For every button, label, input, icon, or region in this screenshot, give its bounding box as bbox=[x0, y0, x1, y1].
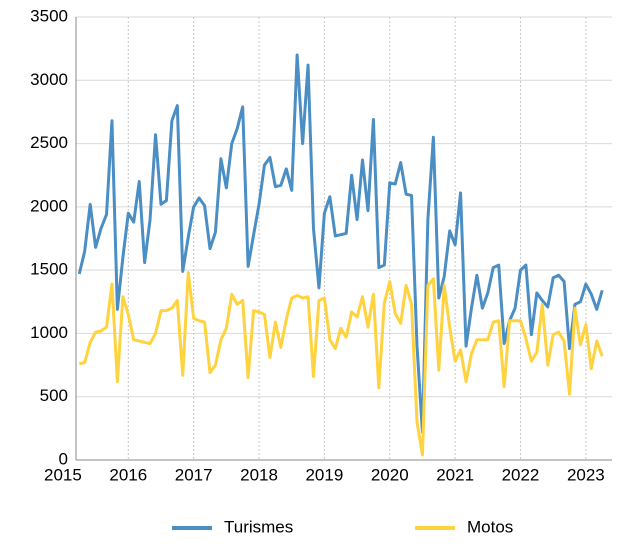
y-tick-label: 0 bbox=[59, 449, 68, 468]
x-tick-label: 2016 bbox=[109, 465, 147, 484]
x-tick-label: 2017 bbox=[175, 465, 213, 484]
series-line bbox=[77, 53, 604, 434]
legend-label: Turismes bbox=[224, 517, 293, 536]
x-tick-label: 2019 bbox=[305, 465, 343, 484]
y-tick-label: 3500 bbox=[30, 6, 68, 25]
series-line bbox=[78, 271, 604, 457]
y-tick-label: 1500 bbox=[30, 260, 68, 279]
x-tick-label: 2015 bbox=[44, 465, 82, 484]
y-tick-label: 500 bbox=[40, 386, 68, 405]
y-tick-label: 2000 bbox=[30, 196, 68, 215]
legend-label: Motos bbox=[467, 517, 513, 536]
x-tick-label: 2018 bbox=[240, 465, 278, 484]
y-tick-label: 2500 bbox=[30, 133, 68, 152]
x-tick-label: 2023 bbox=[567, 465, 605, 484]
x-tick-label: 2022 bbox=[502, 465, 540, 484]
y-tick-label: 3000 bbox=[30, 70, 68, 89]
x-tick-label: 2021 bbox=[436, 465, 474, 484]
x-tick-label: 2020 bbox=[371, 465, 409, 484]
y-tick-label: 1000 bbox=[30, 323, 68, 342]
